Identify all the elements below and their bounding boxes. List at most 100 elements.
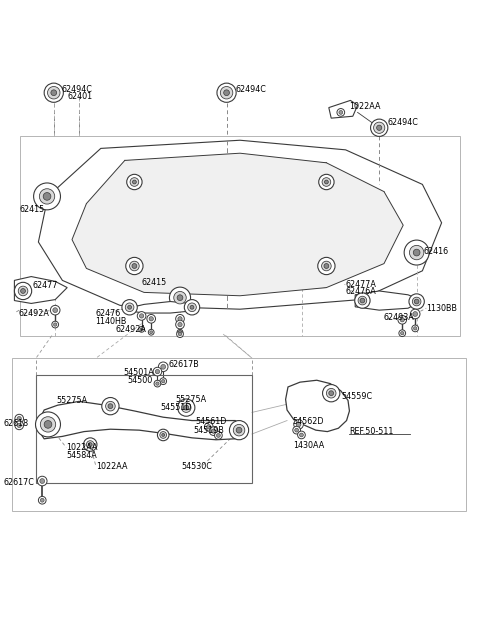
Circle shape (355, 293, 370, 308)
Circle shape (377, 125, 382, 131)
Circle shape (150, 331, 153, 333)
Circle shape (339, 111, 343, 114)
Circle shape (322, 178, 331, 187)
Circle shape (39, 189, 55, 204)
Polygon shape (329, 100, 358, 118)
Circle shape (38, 496, 46, 504)
Circle shape (188, 303, 196, 311)
Text: 1130BB: 1130BB (426, 304, 457, 313)
Circle shape (216, 433, 220, 437)
Text: 54562D: 54562D (293, 418, 324, 426)
Circle shape (178, 322, 182, 327)
Circle shape (18, 286, 28, 296)
Circle shape (108, 404, 113, 409)
Circle shape (139, 314, 144, 318)
Text: 54561D: 54561D (196, 418, 227, 426)
Circle shape (174, 291, 186, 304)
Circle shape (153, 367, 162, 376)
Circle shape (54, 323, 57, 326)
Circle shape (184, 405, 189, 410)
Polygon shape (14, 276, 67, 303)
Circle shape (204, 423, 213, 431)
Circle shape (177, 295, 183, 301)
Circle shape (190, 305, 194, 309)
Circle shape (15, 414, 24, 423)
Circle shape (413, 327, 417, 330)
Polygon shape (355, 291, 422, 310)
Text: 54519B: 54519B (193, 426, 224, 435)
Circle shape (130, 178, 139, 187)
Circle shape (400, 332, 404, 335)
Circle shape (158, 362, 168, 372)
Circle shape (132, 180, 136, 184)
Circle shape (176, 315, 184, 323)
Circle shape (176, 320, 184, 329)
Circle shape (169, 287, 191, 308)
Circle shape (149, 317, 154, 321)
Polygon shape (36, 401, 244, 440)
Circle shape (414, 299, 419, 304)
Text: 54559C: 54559C (342, 392, 373, 401)
Text: 62477: 62477 (33, 281, 58, 290)
Circle shape (404, 240, 429, 265)
Circle shape (324, 180, 328, 184)
Circle shape (156, 369, 159, 374)
Polygon shape (38, 140, 442, 309)
Circle shape (373, 122, 385, 133)
Circle shape (177, 331, 183, 337)
Circle shape (184, 300, 200, 315)
Circle shape (127, 175, 142, 190)
Circle shape (50, 305, 60, 315)
Circle shape (209, 427, 218, 435)
Text: 55275A: 55275A (175, 395, 206, 404)
Circle shape (36, 412, 60, 437)
Circle shape (319, 175, 334, 190)
Circle shape (148, 329, 154, 335)
Text: 54500: 54500 (127, 376, 153, 385)
Circle shape (160, 378, 167, 384)
Text: 62617B: 62617B (169, 360, 200, 369)
Circle shape (14, 283, 32, 300)
Circle shape (412, 325, 419, 332)
Text: 62401: 62401 (67, 92, 92, 101)
Circle shape (147, 315, 156, 323)
Circle shape (217, 83, 236, 102)
Text: 62415: 62415 (142, 278, 167, 287)
Circle shape (233, 425, 245, 436)
Circle shape (51, 90, 57, 95)
Circle shape (137, 311, 146, 320)
Circle shape (15, 421, 24, 430)
Text: 62415: 62415 (19, 205, 45, 214)
Text: 62492A: 62492A (18, 308, 49, 318)
Circle shape (413, 311, 418, 317)
Circle shape (160, 431, 167, 438)
Circle shape (44, 83, 63, 102)
Circle shape (48, 87, 60, 99)
Circle shape (215, 431, 222, 439)
Circle shape (40, 499, 44, 502)
Circle shape (293, 426, 300, 434)
Circle shape (37, 476, 47, 486)
Circle shape (88, 443, 92, 447)
Text: 54551D: 54551D (161, 403, 192, 412)
Circle shape (329, 391, 334, 396)
Circle shape (298, 431, 305, 439)
Circle shape (410, 309, 420, 319)
Circle shape (294, 420, 303, 429)
Circle shape (300, 433, 303, 437)
Circle shape (399, 330, 406, 337)
Circle shape (161, 379, 165, 383)
Circle shape (17, 416, 21, 421)
Circle shape (412, 297, 421, 306)
Circle shape (358, 296, 367, 305)
Circle shape (86, 441, 94, 448)
Circle shape (236, 427, 242, 433)
Circle shape (398, 315, 407, 324)
Circle shape (40, 417, 56, 432)
Polygon shape (72, 153, 403, 296)
Text: 62476A: 62476A (346, 288, 376, 296)
Circle shape (296, 422, 301, 427)
Circle shape (52, 321, 59, 328)
Text: 62477A: 62477A (346, 279, 376, 289)
Circle shape (326, 388, 336, 398)
